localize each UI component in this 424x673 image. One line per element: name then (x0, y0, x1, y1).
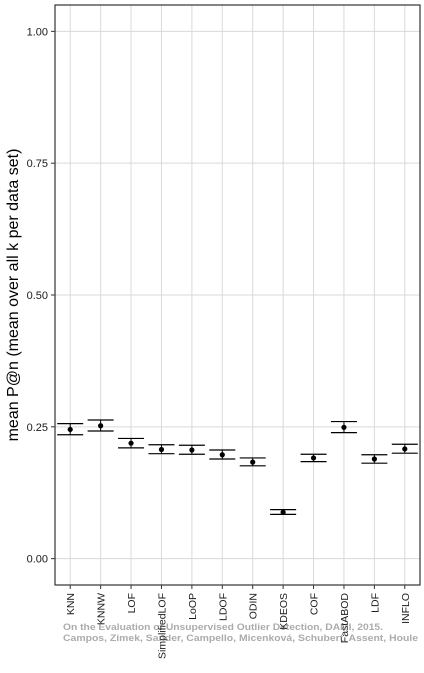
data-point-odin (250, 459, 256, 465)
data-point-ldf (371, 456, 377, 462)
y-tick-label: 0.75 (27, 158, 48, 170)
x-tick-label: COF (309, 593, 321, 615)
data-point-loop (189, 447, 195, 453)
x-tick-label: LDF (369, 593, 381, 613)
x-tick-label: LOF (126, 593, 138, 613)
y-tick-label: 0.50 (27, 290, 48, 302)
x-axis: KNN KNNW LOF SimplifiedLOF LoOP LDOF ODIN KDEOS… (65, 585, 412, 659)
x-tick-label: LoOP (187, 593, 199, 620)
watermark-line-1: On the Evaluation of Unsupervised Outlie… (63, 622, 383, 633)
x-tick-label: FastABOD (339, 593, 351, 644)
y-tick-label: 1.00 (27, 26, 48, 38)
x-tick-label: KDEOS (278, 593, 290, 630)
y-axis-label: mean P@n (mean over all k per data set) (5, 149, 22, 442)
grid-lines (55, 5, 420, 585)
data-point-knn (67, 426, 73, 433)
data-point-cof (310, 455, 317, 461)
data-point-ldof (219, 452, 225, 458)
data-point-kdeos (280, 509, 286, 515)
x-tick-label: LDOF (217, 593, 229, 621)
x-tick-label: KNN (65, 593, 77, 615)
chart-marks (57, 419, 418, 515)
data-point-lof (128, 440, 134, 446)
y-axis: 0.00 0.25 0.50 0.75 1.00 (27, 26, 55, 566)
x-tick-label: KNNW (96, 593, 108, 625)
x-tick-label: ODIN (248, 593, 260, 619)
x-tick-label: SimplifiedLOF (156, 593, 168, 659)
data-point-simplifiedlof (158, 446, 165, 453)
y-tick-label: 0.25 (27, 422, 48, 434)
data-point-inflo (402, 446, 408, 452)
y-tick-label: 0.00 (27, 554, 48, 566)
watermark-line-2: Campos, Zimek, Sander, Campello, Micenko… (63, 633, 418, 644)
x-tick-label: INFLO (400, 593, 412, 624)
data-point-fastabod (341, 424, 347, 430)
data-point-knnw (98, 423, 104, 429)
